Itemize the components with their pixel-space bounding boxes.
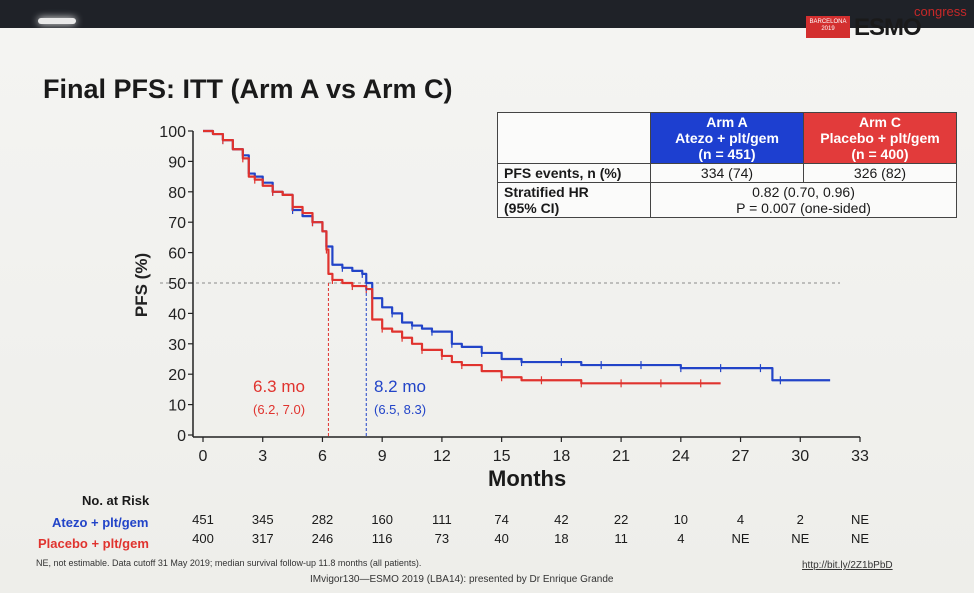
risk-value-arm-c: 73 <box>434 531 450 546</box>
esmo-logo: BARCELONA 2019 ESMO congress <box>806 4 967 42</box>
hr-value-cell: 0.82 (0.70, 0.96) P = 0.007 (one-sided) <box>650 182 957 218</box>
y-tick-label: 100 <box>159 124 186 141</box>
x-tick-label: 6 <box>318 448 327 465</box>
risk-row-label-arm-c: Placebo + plt/gem <box>38 536 149 551</box>
x-axis-label: Months <box>488 466 567 491</box>
risk-value-arm-c: 317 <box>251 531 274 546</box>
series-line-arm-c <box>203 129 721 385</box>
x-tick-label: 12 <box>433 448 451 465</box>
footnote: NE, not estimable. Data cutoff 31 May 20… <box>36 558 422 568</box>
presenter-credit: IMvigor130—ESMO 2019 (LBA14): presented … <box>310 574 614 585</box>
arm-c-header: Arm C Placebo + plt/gem (n = 400) <box>803 112 957 164</box>
y-axis-label: PFS (%) <box>132 253 151 317</box>
y-tick-label: 10 <box>168 398 186 415</box>
y-tick-label: 20 <box>168 367 186 384</box>
events-arm-a: 334 (74) <box>650 163 804 183</box>
arm-a-regimen: Atezo + plt/gem <box>675 130 779 146</box>
x-tick-label: 18 <box>552 448 570 465</box>
x-tick-label: 30 <box>791 448 809 465</box>
risk-row-label-arm-a: Atezo + plt/gem <box>52 515 149 530</box>
risk-value-arm-c: 4 <box>677 531 685 546</box>
y-tick-label: 0 <box>177 428 186 445</box>
x-tick-label: 21 <box>612 448 630 465</box>
projector-light <box>38 18 76 24</box>
reference-link[interactable]: http://bit.ly/2Z1bPbD <box>802 560 893 571</box>
risk-value-arm-a: 4 <box>736 512 745 527</box>
risk-value-arm-c: NE <box>791 531 810 546</box>
risk-value-arm-c: 116 <box>371 531 393 546</box>
risk-value-arm-c: 246 <box>311 531 334 546</box>
arm-a-header: Arm A Atezo + plt/gem (n = 451) <box>650 112 804 164</box>
risk-value-arm-a: 282 <box>311 512 334 527</box>
risk-table-header: No. at Risk <box>82 493 150 508</box>
hr-label-line2: (95% CI) <box>504 200 560 216</box>
risk-value-arm-a: 22 <box>613 512 629 527</box>
risk-value-arm-a: 42 <box>554 512 569 527</box>
y-tick-label: 90 <box>168 154 186 171</box>
median-layer <box>327 283 367 437</box>
y-tick-label: 70 <box>168 215 186 232</box>
stats-table: Arm A Atezo + plt/gem (n = 451) Arm C Pl… <box>497 112 957 218</box>
arm-c-n: (n = 400) <box>851 146 909 162</box>
events-label: PFS events, n (%) <box>497 163 651 183</box>
arm-c-name: Arm C <box>858 114 901 130</box>
risk-value-arm-c: NE <box>850 531 870 546</box>
y-tick-label: 30 <box>168 337 186 354</box>
y-tick-label: 80 <box>168 185 186 202</box>
risk-value-arm-a: 160 <box>371 512 394 527</box>
risk-value-arm-a: 451 <box>192 512 214 527</box>
y-tick-label: 40 <box>168 306 186 323</box>
series-layer <box>203 129 831 388</box>
median-ci-arm-a: (6.5, 8.3) <box>374 402 427 417</box>
x-tick-label: 0 <box>199 448 208 465</box>
median-label-arm-a: 8.2 mo <box>374 377 426 396</box>
x-tick-label: 15 <box>493 448 511 465</box>
y-tick-label: 60 <box>168 246 186 263</box>
p-value: P = 0.007 (one-sided) <box>736 200 871 216</box>
x-tick-label: 33 <box>851 448 869 465</box>
risk-value-arm-a: 111 <box>432 512 452 527</box>
logo-brand: ESMO <box>854 14 922 41</box>
axis-layer: 0 10 20 30 40 50 60 70 80 90 100 0 3 6 9 12 15 18 21 24 27 30… <box>159 124 869 465</box>
arm-c-regimen: Placebo + plt/gem <box>820 130 940 146</box>
risk-value-arm-a: 2 <box>796 512 804 527</box>
logo-city-box: BARCELONA 2019 <box>806 16 850 38</box>
page-title: Final PFS: ITT (Arm A vs Arm C) <box>43 74 453 104</box>
risk-value-arm-c: NE <box>731 531 750 546</box>
x-tick-label: 24 <box>672 448 690 465</box>
hr-label: Stratified HR (95% CI) <box>497 182 651 218</box>
y-tick-label: 50 <box>168 276 186 293</box>
stats-corner <box>497 112 651 164</box>
risk-value-arm-c: 40 <box>494 531 509 546</box>
x-tick-label: 3 <box>258 448 267 465</box>
risk-value-arm-c: 18 <box>554 531 569 546</box>
x-tick-label: 27 <box>732 448 750 465</box>
risk-value-arm-a: NE <box>850 512 870 527</box>
median-label-arm-c: 6.3 mo <box>253 377 305 396</box>
risk-value-arm-a: 10 <box>673 512 689 527</box>
arm-a-name: Arm A <box>706 114 748 130</box>
x-tick-label: 9 <box>378 448 387 465</box>
arm-a-n: (n = 451) <box>698 146 756 162</box>
logo-congress: congress <box>914 4 967 19</box>
events-arm-c: 326 (82) <box>803 163 957 183</box>
risk-value-arm-c: 11 <box>614 531 628 546</box>
hr-label-line1: Stratified HR <box>504 184 589 200</box>
risk-value-arm-a: 345 <box>251 512 274 527</box>
risk-value-arm-a: 74 <box>494 512 509 527</box>
median-ci-arm-c: (6.2, 7.0) <box>253 402 306 417</box>
risk-value-arm-c: 400 <box>192 531 214 546</box>
hr-value: 0.82 (0.70, 0.96) <box>752 184 855 200</box>
